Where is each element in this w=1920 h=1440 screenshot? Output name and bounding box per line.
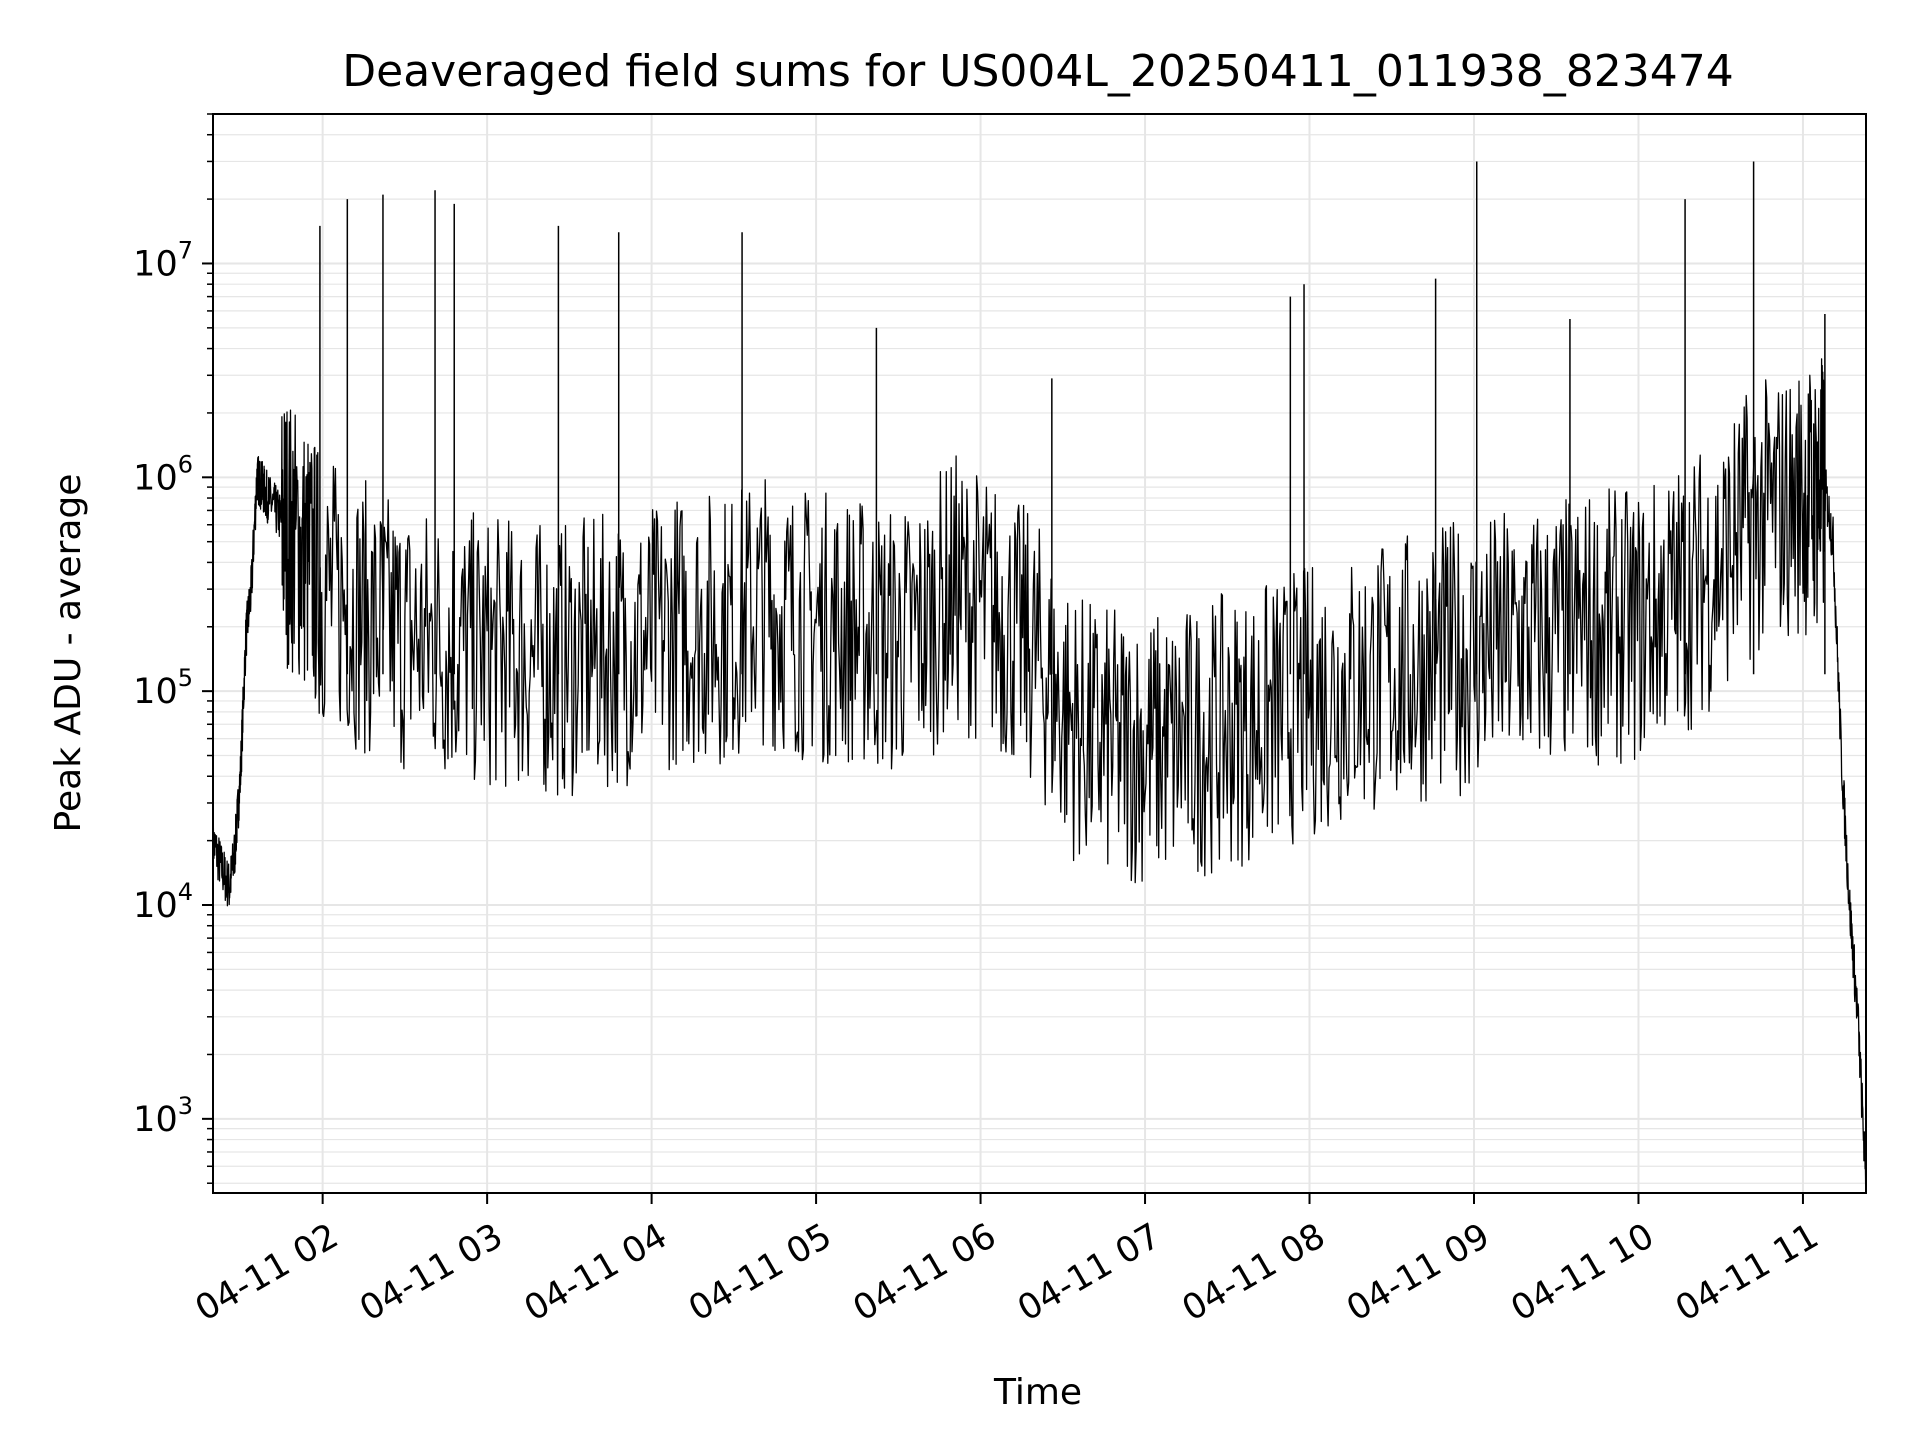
y-tick-label: 103 — [133, 1092, 193, 1140]
plot-lines — [212, 161, 1867, 1191]
series-line — [212, 358, 1867, 1191]
x-axis-label: Time — [993, 1372, 1082, 1413]
y-tick-label: 106 — [133, 450, 193, 498]
y-tick-label: 105 — [133, 664, 193, 712]
y-axis: 103 104 105 106 107 — [133, 113, 213, 1184]
y-axis-label: Peak ADU - average — [48, 474, 89, 833]
plot-frame — [212, 113, 1867, 1194]
y-tick-label: 107 — [133, 236, 193, 284]
chart-title: Deaveraged field sums for US004L_2025041… — [342, 46, 1734, 97]
y-tick-label: 104 — [133, 878, 193, 926]
